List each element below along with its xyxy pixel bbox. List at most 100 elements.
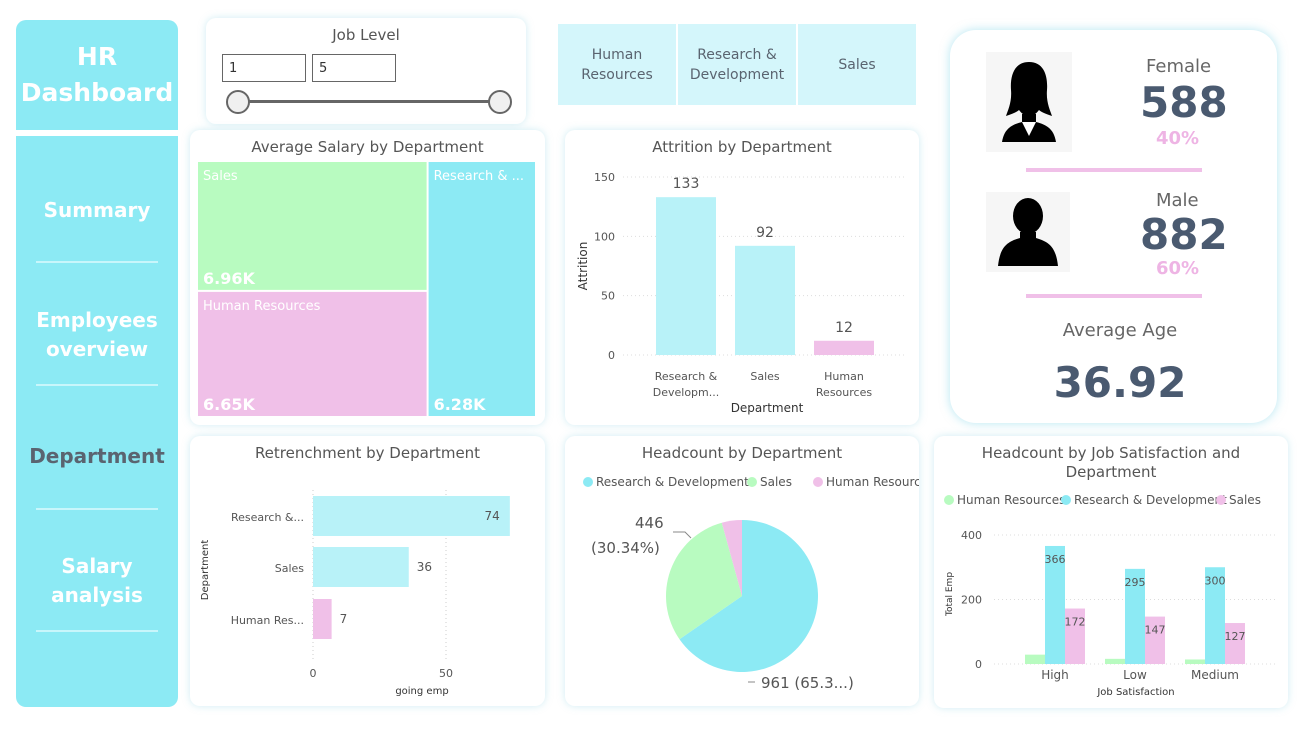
treemap-category-label: Human Resources	[203, 299, 321, 314]
legend-label[interactable]: Human Resources	[957, 493, 1065, 507]
female-avatar	[986, 52, 1072, 152]
pie-slice[interactable]	[666, 522, 742, 640]
attrition-bar[interactable]	[735, 245, 795, 355]
job-satisfaction-bar[interactable]	[1225, 623, 1245, 664]
slider-max-handle[interactable]	[488, 90, 512, 114]
treemap-tile[interactable]	[198, 162, 427, 290]
x-tick-label: Developm...	[653, 386, 720, 399]
bar-data-label: 92	[756, 225, 774, 241]
y-axis-label: Department	[200, 540, 211, 601]
x-tick-label: Sales	[750, 370, 780, 383]
bar-data-label: 74	[485, 509, 500, 523]
bar-data-label: 295	[1125, 576, 1146, 589]
male-avatar	[986, 192, 1070, 272]
treemap-tile[interactable]	[198, 291, 427, 416]
legend-label[interactable]: Sales	[1229, 493, 1261, 507]
y-tick-label: 200	[961, 594, 982, 607]
bar-data-label: 172	[1065, 616, 1086, 629]
bar-data-label: 147	[1145, 624, 1166, 637]
job-satisfaction-bar-chart: Human Resources Research & Development Sal…	[944, 493, 1278, 698]
male-person-icon	[998, 198, 1058, 266]
sidebar-item-department[interactable]: Department	[29, 443, 165, 468]
job-satisfaction-bar[interactable]	[1045, 545, 1065, 664]
x-tick-label: Low	[1123, 668, 1147, 682]
treemap-value-label: 6.28K	[434, 395, 486, 414]
average-age-label: Average Age	[1062, 320, 1178, 341]
job-level-slicer: Job Level 1 5	[206, 18, 526, 124]
retrenchment-bar[interactable]	[313, 496, 510, 536]
pie-slice[interactable]	[721, 520, 742, 596]
x-tick-label: 50	[439, 667, 453, 680]
leader-line	[673, 531, 692, 539]
nav-divider	[36, 630, 158, 632]
legend-marker	[1216, 495, 1226, 505]
legend-label[interactable]: Sales	[760, 475, 792, 489]
gender-divider	[1026, 294, 1202, 298]
y-tick-label: 0	[975, 658, 982, 671]
female-count: 588	[1140, 78, 1228, 127]
pie-data-label: 961 (65.3...)	[761, 674, 854, 692]
job-satisfaction-bar[interactable]	[1145, 616, 1165, 664]
x-tick-label: Resources	[816, 386, 872, 399]
y-tick-label: Sales	[275, 562, 305, 575]
dept-button-human-resources[interactable]: Human Resources	[558, 24, 676, 105]
y-tick-label: 150	[594, 171, 615, 184]
headcount-pie-chart: Research & Development Sales Human Resourc…	[583, 475, 919, 692]
legend-label[interactable]: Research & Development	[1074, 493, 1227, 507]
sidebar-nav: Summary Employees overview Department Sa…	[16, 136, 178, 707]
legend-label[interactable]: Research & Development	[596, 475, 749, 489]
x-tick-label: Medium	[1191, 668, 1239, 682]
sidebar-item-employees-overview[interactable]: Employees overview	[36, 308, 158, 361]
brand-title: HR Dashboard	[16, 20, 178, 130]
bar-data-label: 127	[1225, 630, 1246, 643]
sidebar-item-summary[interactable]: Summary	[43, 197, 151, 222]
legend-label[interactable]: Human Resources	[826, 475, 919, 489]
retrenchment-bar[interactable]	[313, 547, 409, 587]
x-tick-label: Research &	[655, 370, 718, 383]
bar-data-label: 300	[1205, 574, 1226, 587]
job-satisfaction-bar[interactable]	[1025, 654, 1045, 664]
job-satisfaction-bar[interactable]	[1125, 568, 1145, 664]
male-percent: 60%	[1156, 258, 1200, 279]
job-satisfaction-bar[interactable]	[1205, 567, 1225, 664]
bar-data-label: 366	[1045, 553, 1066, 566]
attrition-bar[interactable]	[656, 197, 716, 355]
dept-button-research-development[interactable]: Research & Development	[678, 24, 796, 105]
x-axis-label: going emp	[395, 686, 448, 697]
nav-divider	[36, 261, 158, 263]
legend-marker	[944, 495, 954, 505]
job-satisfaction-bar[interactable]	[1185, 659, 1205, 664]
x-tick-label: Human	[824, 370, 864, 383]
legend-marker	[583, 477, 593, 487]
male-label: Male	[1156, 190, 1199, 211]
chart-title: Retrenchment by Department	[254, 444, 481, 462]
y-axis-label: Total Emp	[945, 572, 955, 617]
treemap-category-label: Sales	[203, 169, 238, 184]
legend-marker	[1061, 495, 1071, 505]
y-axis-label: Attrition	[576, 242, 590, 291]
slider-min-handle[interactable]	[226, 90, 250, 114]
female-person-icon	[1002, 62, 1056, 142]
retrenchment-bar[interactable]	[313, 599, 332, 639]
female-percent: 40%	[1156, 128, 1200, 149]
slicer-max-input[interactable]: 5	[312, 54, 396, 82]
gender-summary-card: Female 588 40% Male 882 60% Average Age …	[950, 30, 1277, 423]
treemap-value-label: 6.65K	[203, 395, 255, 414]
slicer-min-input[interactable]: 1	[222, 54, 306, 82]
bar-data-label: 36	[417, 560, 432, 574]
sidebar-item-salary-analysis[interactable]: Salary analysis	[51, 554, 143, 607]
x-axis-label: Department	[731, 401, 804, 415]
avg-salary-treemap: Sales 6.96K Human Resources 6.65K Research &…	[198, 162, 535, 416]
job-satisfaction-bar[interactable]	[1105, 658, 1125, 664]
job-satisfaction-bar[interactable]	[1065, 608, 1085, 664]
dept-button-sales[interactable]: Sales	[798, 24, 916, 105]
chart-title: Headcount by Job Satisfaction and Depart…	[981, 444, 1241, 481]
y-tick-label: 400	[961, 529, 982, 542]
slicer-title: Job Level	[332, 26, 400, 44]
y-tick-label: 0	[608, 349, 615, 362]
attrition-bar[interactable]	[814, 340, 874, 355]
pie-slice[interactable]	[679, 520, 818, 672]
treemap-value-label: 6.96K	[203, 269, 255, 288]
attrition-bar-chart: 0 50 100 150 133 Research & Developm... 92 Sales…	[576, 171, 905, 415]
treemap-tile[interactable]	[428, 162, 535, 416]
